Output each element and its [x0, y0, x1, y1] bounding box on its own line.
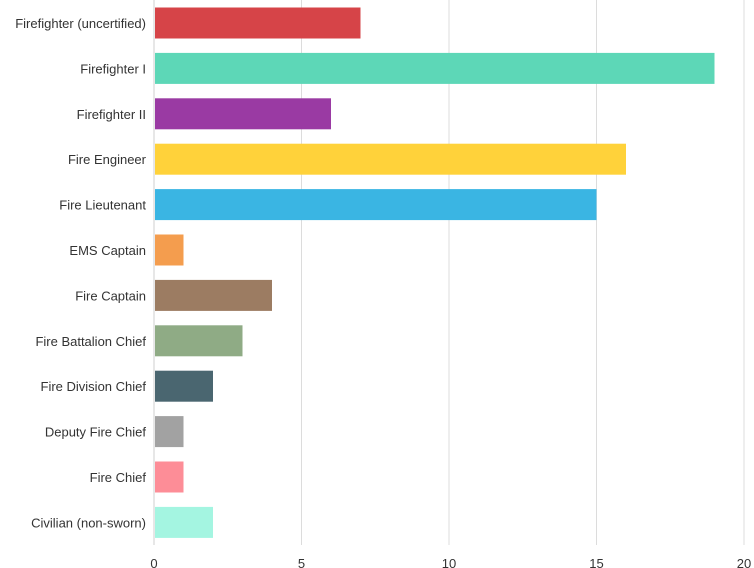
- category-label: Fire Division Chief: [41, 379, 147, 394]
- bar[interactable]: [155, 416, 184, 448]
- bar[interactable]: [155, 189, 597, 221]
- x-tick-label: 0: [150, 556, 157, 568]
- bar[interactable]: [155, 98, 331, 130]
- x-tick-label: 15: [589, 556, 603, 568]
- bar-layer: [155, 7, 715, 538]
- grid-layer: [153, 0, 745, 545]
- bar[interactable]: [155, 461, 184, 493]
- category-label: Fire Battalion Chief: [35, 334, 146, 349]
- category-label: Fire Chief: [90, 470, 147, 485]
- category-label: Civilian (non-sworn): [31, 515, 146, 530]
- category-label: Firefighter II: [77, 107, 146, 122]
- bar[interactable]: [155, 7, 361, 39]
- category-label: Firefighter (uncertified): [15, 16, 146, 31]
- x-tick-label: 20: [737, 556, 751, 568]
- bar[interactable]: [155, 506, 213, 538]
- bar[interactable]: [155, 234, 184, 266]
- x-tick-label: 10: [442, 556, 456, 568]
- bar[interactable]: [155, 370, 213, 402]
- category-label: Deputy Fire Chief: [45, 425, 147, 440]
- category-label: EMS Captain: [69, 243, 146, 258]
- category-label: Fire Engineer: [68, 152, 147, 167]
- bar[interactable]: [155, 143, 626, 175]
- category-label: Firefighter I: [80, 61, 146, 76]
- x-tick-label: 5: [298, 556, 305, 568]
- category-label-layer: Firefighter (uncertified) Firefighter I Fi…: [15, 16, 146, 530]
- bar[interactable]: [155, 325, 243, 357]
- bar[interactable]: [155, 279, 272, 311]
- bar[interactable]: [155, 52, 715, 84]
- category-label: Fire Lieutenant: [59, 198, 146, 213]
- category-label: Fire Captain: [75, 288, 146, 303]
- x-tick-layer: 0 5 10 15 20: [150, 556, 751, 568]
